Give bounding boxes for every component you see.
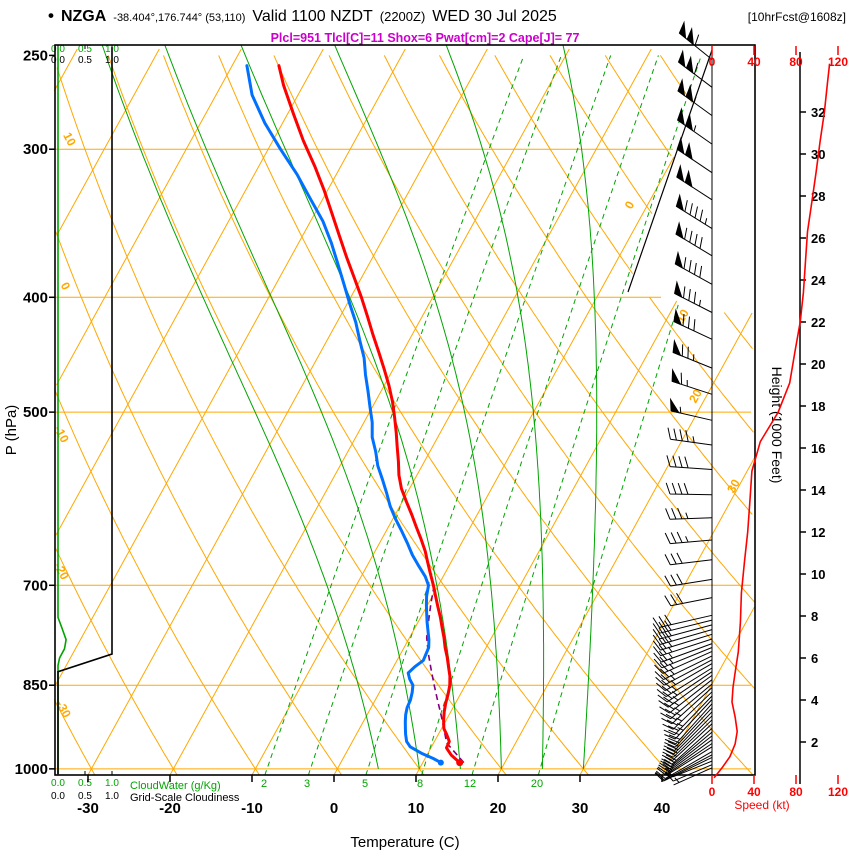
temp-axis-title: Temperature (C) bbox=[350, 834, 459, 851]
svg-text:0.0: 0.0 bbox=[51, 778, 65, 789]
svg-text:30: 30 bbox=[724, 477, 743, 496]
svg-text:120: 120 bbox=[828, 785, 848, 799]
station-coords: -38.404°,176.744° (53,110) bbox=[113, 12, 246, 24]
svg-text:3: 3 bbox=[304, 778, 310, 790]
svg-text:20: 20 bbox=[531, 778, 543, 790]
svg-text:0.5: 0.5 bbox=[78, 778, 92, 789]
svg-text:20: 20 bbox=[490, 800, 507, 817]
mixing-ratio-labels: 2 3 5 8 12 20 bbox=[261, 778, 543, 790]
svg-text:-20: -20 bbox=[159, 800, 181, 817]
svg-text:24: 24 bbox=[811, 273, 826, 288]
plot-frame bbox=[54, 44, 756, 776]
svg-text:850: 850 bbox=[23, 677, 48, 694]
svg-text:30: 30 bbox=[572, 800, 589, 817]
cloudwater-label: CloudWater (g/Kg) bbox=[130, 780, 221, 792]
svg-text:0: 0 bbox=[622, 198, 638, 211]
svg-text:26: 26 bbox=[811, 231, 825, 246]
surface-temperature-dot bbox=[456, 759, 464, 767]
svg-text:120: 120 bbox=[828, 55, 848, 69]
svg-text:10: 10 bbox=[60, 130, 79, 149]
svg-text:0.5: 0.5 bbox=[78, 44, 92, 55]
svg-text:2: 2 bbox=[261, 778, 267, 790]
svg-text:20: 20 bbox=[686, 387, 705, 406]
speed-axis-title: Speed (kt) bbox=[734, 798, 789, 812]
svg-text:0.5: 0.5 bbox=[78, 791, 92, 802]
svg-text:10: 10 bbox=[811, 567, 825, 582]
valid-date: WED 30 Jul 2025 bbox=[432, 8, 557, 25]
svg-text:0: 0 bbox=[330, 800, 338, 817]
svg-text:-30: -30 bbox=[53, 698, 74, 720]
svg-text:6: 6 bbox=[811, 651, 818, 666]
wind-barbs bbox=[652, 20, 713, 786]
svg-text:0.5: 0.5 bbox=[78, 55, 92, 66]
svg-text:18: 18 bbox=[811, 399, 825, 414]
aux-diagonal-line bbox=[627, 49, 713, 293]
surface-dots bbox=[437, 759, 464, 767]
svg-text:80: 80 bbox=[789, 785, 803, 799]
mixing-ratio-lines bbox=[264, 55, 702, 776]
svg-text:16: 16 bbox=[811, 441, 825, 456]
svg-text:12: 12 bbox=[811, 525, 825, 540]
svg-text:0: 0 bbox=[58, 280, 74, 293]
svg-text:2: 2 bbox=[811, 735, 818, 750]
svg-text:1.0: 1.0 bbox=[105, 778, 119, 789]
pressure-axis-title: P (hPa) bbox=[3, 405, 20, 456]
svg-text:40: 40 bbox=[654, 800, 671, 817]
svg-text:12: 12 bbox=[464, 778, 476, 790]
temp-axis: -30 -20 -10 0 10 20 30 40 bbox=[77, 775, 670, 817]
moist-adiabat-lines bbox=[101, 44, 598, 770]
svg-text:400: 400 bbox=[23, 289, 48, 306]
wind-speed-curve bbox=[713, 63, 831, 779]
svg-text:28: 28 bbox=[811, 189, 825, 204]
svg-text:0.0: 0.0 bbox=[51, 791, 65, 802]
svg-text:5: 5 bbox=[362, 778, 368, 790]
valid-time-utc: (2200Z) bbox=[379, 9, 426, 24]
dry-adiabat-lines bbox=[53, 55, 756, 776]
svg-text:40: 40 bbox=[747, 785, 761, 799]
svg-text:14: 14 bbox=[811, 483, 826, 498]
svg-text:0: 0 bbox=[709, 785, 716, 799]
surface-dewpoint-dot bbox=[437, 759, 444, 766]
svg-text:10: 10 bbox=[408, 800, 425, 817]
svg-text:8: 8 bbox=[417, 778, 423, 790]
title-bar: • NZGA -38.404°,176.744° (53,110) Valid … bbox=[48, 6, 846, 26]
svg-text:500: 500 bbox=[23, 404, 48, 421]
station-name: NZGA bbox=[60, 8, 107, 25]
parcel-curve bbox=[425, 585, 465, 764]
height-axis-title: Height (1000 Feet) bbox=[769, 367, 785, 484]
svg-text:1000: 1000 bbox=[15, 761, 48, 778]
svg-text:8: 8 bbox=[811, 609, 818, 624]
svg-text:-30: -30 bbox=[77, 800, 99, 817]
svg-text:1.0: 1.0 bbox=[105, 791, 119, 802]
svg-text:20: 20 bbox=[811, 357, 825, 372]
valid-time: Valid 1100 NZDT bbox=[252, 8, 373, 25]
isobar-lines bbox=[55, 148, 751, 770]
forecast-tag: [10hrFcst@1608z] bbox=[747, 10, 846, 24]
svg-text:0: 0 bbox=[709, 55, 716, 69]
svg-text:40: 40 bbox=[747, 55, 761, 69]
svg-text:300: 300 bbox=[23, 141, 48, 158]
speed-axis: 0 0 40 40 80 80 120 120 bbox=[709, 46, 848, 799]
svg-text:700: 700 bbox=[23, 577, 48, 594]
svg-text:4: 4 bbox=[811, 693, 819, 708]
svg-text:32: 32 bbox=[811, 105, 825, 120]
stability-indices-line: Plcl=951 Tlcl[C]=11 Shox=6 Pwat[cm]=2 Ca… bbox=[270, 31, 580, 45]
cloudiness-trace bbox=[57, 47, 113, 774]
cloud-water-trace bbox=[57, 47, 67, 774]
temperature-curve bbox=[277, 64, 462, 765]
svg-text:80: 80 bbox=[789, 55, 803, 69]
pressure-axis: 250 300 400 500 700 850 1000 bbox=[15, 47, 55, 778]
cloudiness-label: Grid-Scale Cloudiness bbox=[130, 792, 240, 804]
dewpoint-curve bbox=[245, 64, 443, 765]
svg-text:22: 22 bbox=[811, 315, 825, 330]
cloud-scale-rows: 0.00.00.00.00.50.50.50.51.01.01.01.0 bbox=[51, 44, 119, 802]
station-bullet: • bbox=[48, 6, 54, 25]
svg-text:250: 250 bbox=[23, 47, 48, 64]
svg-text:-10: -10 bbox=[241, 800, 263, 817]
